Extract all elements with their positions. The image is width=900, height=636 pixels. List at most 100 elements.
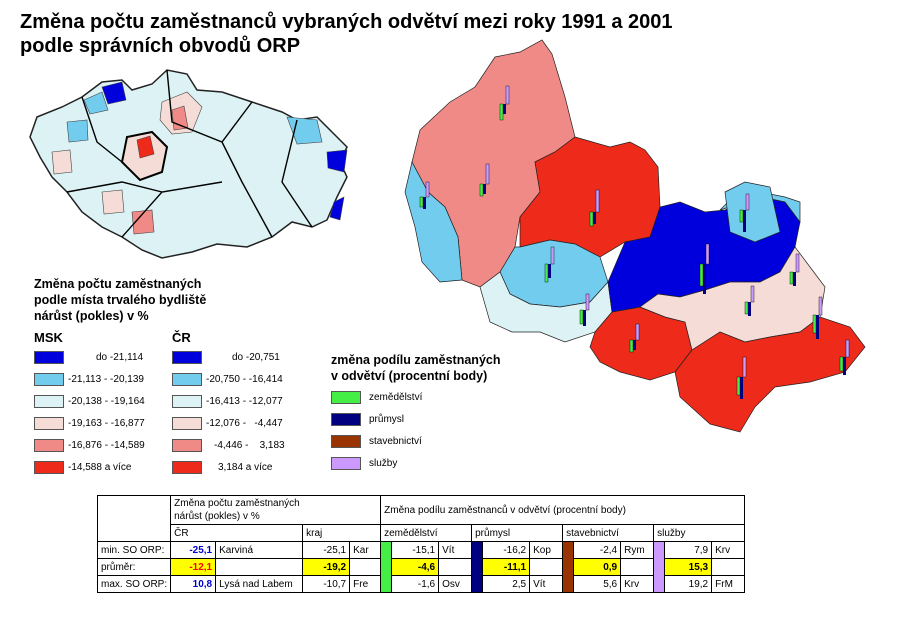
- table-header-change: Změna počtu zaměstnaných nárůst (pokles)…: [170, 495, 382, 525]
- cell-pru-name: [529, 558, 564, 576]
- legend-swatch-cr: [172, 439, 202, 452]
- legend-change-title-line3: nárůst (pokles) v %: [34, 309, 149, 323]
- cell-kraj: -10,7: [302, 575, 351, 593]
- table-subheader-row: ČR kraj zemědělství průmysl stavebnictví…: [98, 524, 746, 542]
- legend-swatch-msk: [34, 461, 64, 474]
- legend-swatch-cr: [172, 351, 202, 364]
- region-pink-west: [51, 149, 73, 175]
- cell-cr-name: Karviná: [215, 541, 304, 559]
- legend-swatch-cr: [172, 417, 202, 430]
- cell-kraj: -19,2: [302, 558, 351, 576]
- table-row: max. SO ORP: 10,8 Lysá nad Labem -10,7 F…: [96, 575, 746, 593]
- region-blue-north: [101, 81, 127, 105]
- legend-msk-range: -16,876 - -14,589: [68, 440, 145, 451]
- cell-cr-name: [215, 558, 304, 576]
- cell-cr: -12,1: [170, 558, 217, 576]
- region-lightblue-west: [66, 119, 89, 143]
- region-blue-southeast: [329, 196, 345, 221]
- legend-change-title-line2: podle místa trvalého bydliště: [34, 293, 207, 307]
- legend-sectors-title-line2: v odvětví (procentní body): [331, 369, 488, 383]
- cell-sta-name: [620, 558, 655, 576]
- legend-class-row: do -21,114 do -20,751: [34, 351, 314, 367]
- cell-zem-name: [438, 558, 473, 576]
- sector-bar-charts: [419, 85, 850, 399]
- legend-msk-range: -21,113 - -20,139: [68, 374, 144, 385]
- table-header-row: Změna počtu zaměstnaných nárůst (pokles)…: [96, 495, 746, 542]
- cell-cr-name: Lysá nad Labem: [215, 575, 304, 593]
- region-red-central: [136, 135, 155, 159]
- legend-swatch-cr: [172, 373, 202, 386]
- row-label: průměr:: [96, 558, 172, 576]
- legend-sector-swatch: [331, 435, 361, 448]
- legend-cr-header: ČR: [172, 330, 191, 345]
- legend-msk-range: -20,138 - -19,164: [68, 396, 145, 407]
- map-title-line2: podle správních obvodů ORP: [20, 35, 301, 57]
- legend-cr-range: 3,184 a více: [218, 462, 273, 473]
- legend-msk-range: -14,588 a více: [68, 462, 132, 473]
- region-blue-east: [326, 149, 348, 173]
- table-header-change-line1: Změna počtu zaměstnaných: [174, 498, 300, 509]
- cell-kraj-name: Kar: [349, 541, 382, 559]
- legend-cr-range: -12,076 - -4,447: [206, 418, 283, 429]
- legend-sector-label: stavebnictví: [369, 436, 422, 447]
- sector-color-zem: [380, 541, 393, 593]
- table-sub-zem: zemědělství: [380, 524, 473, 542]
- sector-color-slu: [653, 541, 666, 593]
- cell-zem: -4,6: [391, 558, 440, 576]
- cell-sta: 5,6: [573, 575, 622, 593]
- legend-swatch-msk: [34, 373, 64, 386]
- legend-msk-range: -19,163 - -16,877: [68, 418, 145, 429]
- cell-sta-name: Krv: [620, 575, 655, 593]
- summary-table: Změna počtu zaměstnaných nárůst (pokles)…: [96, 495, 746, 593]
- cell-kraj-name: Fre: [349, 575, 382, 593]
- map-title: Změna počtu zaměstnanců vybraných odvětv…: [20, 10, 673, 58]
- row-label: max. SO ORP:: [96, 575, 172, 593]
- cell-cr: 10,8: [170, 575, 217, 593]
- table-sub-kraj: kraj: [302, 524, 382, 542]
- table-corner: [96, 495, 172, 542]
- cell-kraj-name: [349, 558, 382, 576]
- cell-zem-name: Vít: [438, 541, 473, 559]
- cell-slu-name: [711, 558, 746, 576]
- legend-sector-swatch: [331, 413, 361, 426]
- orp-krnov-west: [404, 161, 463, 283]
- legend-cr-range: -4,446 - 3,183: [214, 440, 285, 451]
- legend-change-title: Změna počtu zaměstnaných podle místa trv…: [34, 276, 206, 324]
- cell-sta: -2,4: [573, 541, 622, 559]
- cell-pru-name: Kop: [529, 541, 564, 559]
- legend-swatch-msk: [34, 395, 64, 408]
- legend-cr-range: -20,750 - -16,414: [206, 374, 283, 385]
- table-sub-pru: průmysl: [471, 524, 564, 542]
- regional-borders: [66, 69, 313, 238]
- orp-lightblue-northeast: [724, 181, 781, 243]
- table-header-change-line2: nárůst (pokles) v %: [174, 511, 260, 522]
- cell-pru: -11,1: [482, 558, 531, 576]
- legend-sector-label: zemědělství: [369, 392, 423, 403]
- table-row: průměr: -12,1 -19,2 -4,6 -11,1 0,9 15,3: [96, 558, 746, 576]
- cell-slu: 19,2: [664, 575, 713, 593]
- cell-sta-name: Rym: [620, 541, 655, 559]
- sector-color-sta: [562, 541, 575, 593]
- legend-cr-range: do -20,751: [232, 352, 280, 363]
- cell-pru-name: Vít: [529, 575, 564, 593]
- cell-sta: 0,9: [573, 558, 622, 576]
- legend-sector-label: služby: [369, 458, 398, 469]
- cell-pru: -16,2: [482, 541, 531, 559]
- table-row: min. SO ORP: -25,1 Karviná -25,1 Kar -15…: [96, 541, 746, 593]
- legend-change-title-line1: Změna počtu zaměstnaných: [34, 277, 202, 291]
- sector-color-pru: [471, 541, 484, 593]
- cell-zem-name: Osv: [438, 575, 473, 593]
- cell-pru: 2,5: [482, 575, 531, 593]
- legend-swatch-cr: [172, 395, 202, 408]
- cell-slu: 7,9: [664, 541, 713, 559]
- cell-slu-name: FrM: [711, 575, 746, 593]
- legend-class-row: -19,163 - -16,877 -12,076 - -4,447: [34, 417, 314, 433]
- legend-sector-swatch: [331, 391, 361, 404]
- legend-swatch-msk: [34, 351, 64, 364]
- cell-slu: 15,3: [664, 558, 713, 576]
- moravian-silesian-map: [404, 39, 866, 433]
- table-sub-slu: služby: [653, 524, 746, 542]
- cell-cr: -25,1: [170, 541, 217, 559]
- czech-republic-map: [29, 69, 348, 259]
- cell-kraj: -25,1: [302, 541, 351, 559]
